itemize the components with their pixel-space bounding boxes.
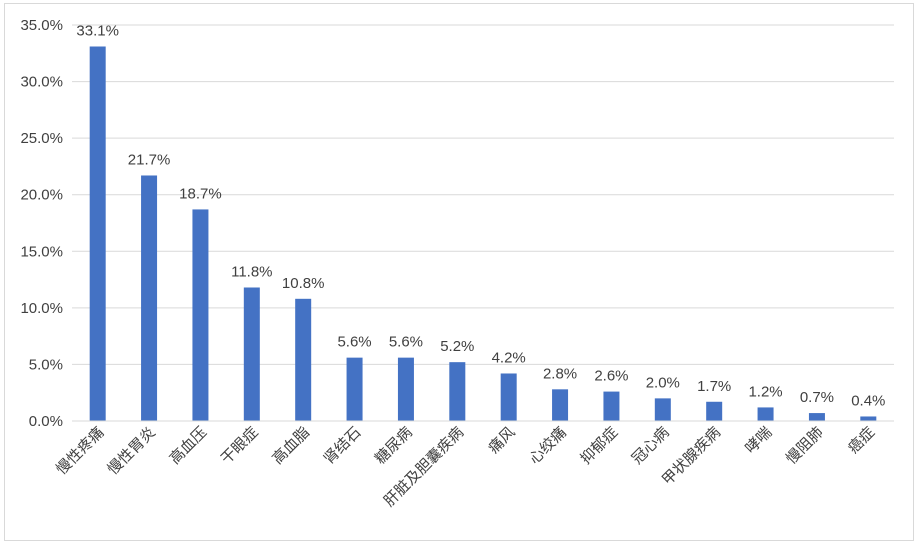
x-category-label: 哮喘 bbox=[742, 424, 775, 457]
y-axis-ticks: 0.0% 5.0% 10.0% 15.0% 20.0% 25.0% 30.0% 35.0% bbox=[20, 17, 63, 430]
bar bbox=[192, 209, 209, 421]
y-tick-label: 0.0% bbox=[29, 413, 63, 430]
bars bbox=[89, 46, 877, 422]
x-category-label: 慢性疼痛 bbox=[53, 424, 107, 478]
x-category-label: 糖尿病 bbox=[372, 424, 416, 468]
bar bbox=[654, 398, 671, 421]
x-category-label: 心绞痛 bbox=[526, 424, 570, 468]
data-label: 33.1% bbox=[76, 22, 119, 39]
bar bbox=[397, 357, 414, 421]
data-label: 5.6% bbox=[337, 334, 371, 351]
data-label: 0.7% bbox=[800, 389, 834, 406]
y-tick-label: 30.0% bbox=[20, 74, 63, 91]
data-label: 2.6% bbox=[594, 368, 628, 385]
bar bbox=[243, 287, 260, 421]
data-label: 5.6% bbox=[389, 334, 423, 351]
gridlines bbox=[72, 24, 894, 365]
x-category-label: 癌症 bbox=[845, 424, 878, 457]
y-tick-label: 5.0% bbox=[29, 356, 63, 373]
bar bbox=[346, 357, 363, 421]
data-label: 1.7% bbox=[697, 378, 731, 395]
data-labels: 33.1% 21.7% 18.7% 11.8% 10.8% 5.6% 5.6% 5.2% 4.2… bbox=[76, 22, 885, 409]
data-label: 1.2% bbox=[748, 383, 782, 400]
y-tick-label: 15.0% bbox=[20, 243, 63, 260]
data-label: 21.7% bbox=[128, 151, 171, 168]
bar bbox=[141, 175, 158, 421]
bar bbox=[860, 416, 877, 421]
data-label: 4.2% bbox=[492, 349, 526, 366]
y-tick-label: 25.0% bbox=[20, 130, 63, 147]
x-category-label: 慢阻肺 bbox=[783, 424, 827, 468]
x-category-label: 抑郁症 bbox=[577, 424, 621, 468]
x-category-label: 冠心病 bbox=[629, 424, 673, 468]
x-category-label: 高血压 bbox=[166, 424, 210, 468]
data-label: 11.8% bbox=[231, 263, 272, 280]
data-label: 18.7% bbox=[179, 185, 222, 202]
x-category-label: 痛风 bbox=[485, 424, 518, 457]
bar bbox=[89, 46, 106, 422]
bar bbox=[552, 389, 569, 421]
data-label: 5.2% bbox=[440, 338, 474, 355]
bar bbox=[706, 401, 723, 421]
bar bbox=[757, 407, 774, 421]
data-label: 0.4% bbox=[851, 392, 885, 409]
bar bbox=[500, 373, 517, 421]
bar bbox=[808, 413, 825, 421]
data-label: 10.8% bbox=[282, 275, 325, 292]
x-category-label: 肾结石 bbox=[321, 424, 365, 468]
x-category-label: 慢性胃炎 bbox=[104, 424, 158, 478]
bar bbox=[449, 362, 466, 421]
bar bbox=[295, 298, 312, 421]
bar bbox=[603, 391, 620, 421]
y-tick-label: 20.0% bbox=[20, 187, 63, 204]
y-tick-label: 35.0% bbox=[20, 17, 63, 34]
data-label: 2.8% bbox=[543, 365, 577, 382]
x-category-label: 干眼症 bbox=[218, 424, 262, 468]
x-category-label: 高血脂 bbox=[269, 424, 313, 468]
y-tick-label: 10.0% bbox=[20, 300, 63, 317]
data-label: 2.0% bbox=[646, 374, 680, 391]
